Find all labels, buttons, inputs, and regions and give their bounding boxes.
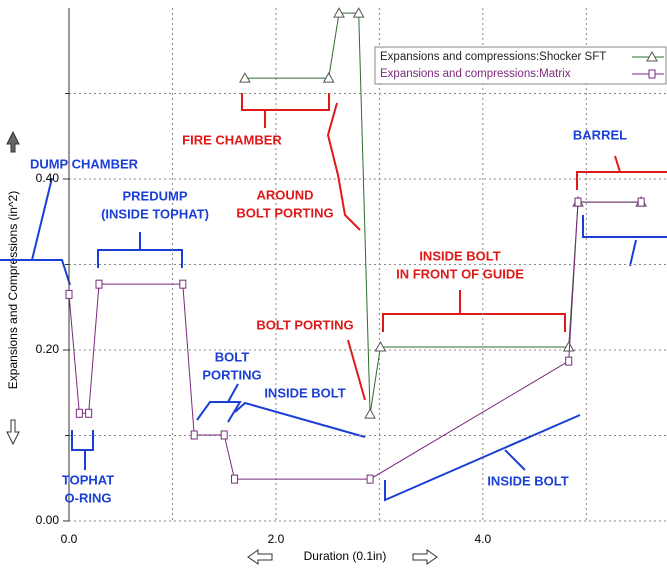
legend-label: Expansions and compressions:Shocker SFT (380, 51, 606, 63)
x-tick-label: 4.0 (474, 532, 491, 546)
annotation: BOLT PORTING (236, 205, 333, 220)
annotation: O-RING (65, 490, 112, 505)
y-tick-label: 0.20 (36, 342, 60, 356)
legend-marker (648, 69, 656, 79)
annotation: BOLT PORTING (256, 317, 353, 332)
annotation: (INSIDE TOPHAT) (101, 206, 209, 221)
annotation: IN FRONT OF GUIDE (396, 266, 524, 281)
data-point (374, 340, 387, 352)
annotation: BOLT (215, 349, 249, 364)
y-axis-label: Expansions and Compressions (in^2) (6, 191, 20, 389)
data-point (95, 279, 103, 289)
data-point (637, 197, 645, 207)
annotation: BARREL (573, 127, 627, 142)
legend-box (374, 46, 667, 85)
annotation: TOPHAT (62, 472, 114, 487)
data-point (565, 356, 573, 366)
legend: Expansions and compressions:Shocker SFT E… (374, 46, 667, 85)
x-tick-label: 0.0 (61, 532, 78, 546)
data-point (322, 72, 335, 83)
data-point (239, 72, 251, 83)
data-point (85, 408, 93, 418)
annotation: DUMP CHAMBER (30, 156, 139, 171)
data-point (75, 408, 83, 418)
annotation: INSIDE BOLT (487, 473, 568, 488)
series-line (68, 201, 642, 480)
annotation: INSIDE BOLT (264, 385, 345, 400)
data-point (364, 408, 376, 419)
legend-label: Expansions and compressions:Matrix (380, 68, 571, 80)
y-tick-label: 0.00 (36, 513, 60, 527)
annotation: PREDUMP (122, 188, 187, 203)
annotation: INSIDE BOLT (419, 248, 500, 263)
annotation: FIRE CHAMBER (182, 132, 282, 147)
legend-marker (646, 50, 658, 62)
data-point (190, 430, 198, 440)
data-point (231, 474, 239, 484)
data-point (562, 340, 575, 352)
annotation: AROUND (256, 187, 313, 202)
x-axis-label: Duration (0.1in) (304, 549, 387, 563)
data-point (65, 289, 73, 299)
callout-lines (0, 93, 667, 502)
data-point (220, 430, 228, 440)
data-point (352, 7, 365, 18)
x-tick-label: 2.0 (268, 532, 285, 546)
data-point (574, 197, 582, 207)
annotation: PORTING (202, 367, 261, 382)
data-point (179, 279, 187, 289)
data-point (333, 7, 345, 18)
data-point (366, 474, 374, 484)
y-tick-label: 0.40 (36, 171, 60, 185)
arrow-icons (6, 130, 438, 565)
